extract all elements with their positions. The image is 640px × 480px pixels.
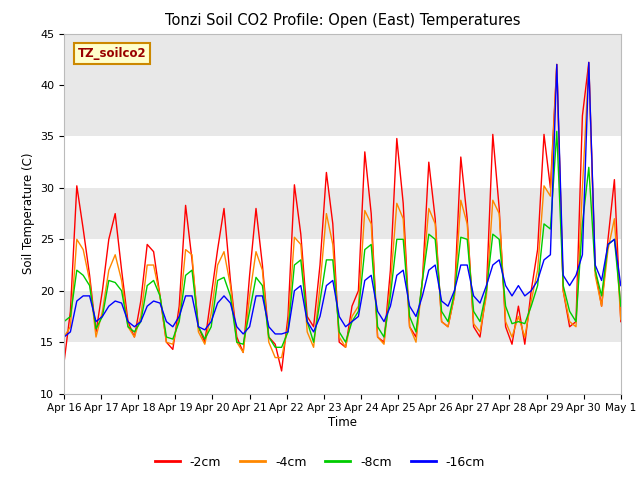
- Text: TZ_soilco2: TZ_soilco2: [78, 47, 147, 60]
- Bar: [64, 188, 621, 240]
- Bar: [64, 34, 621, 106]
- Legend: -2cm, -4cm, -8cm, -16cm: -2cm, -4cm, -8cm, -16cm: [150, 451, 490, 474]
- Y-axis label: Soil Temperature (C): Soil Temperature (C): [22, 153, 35, 275]
- Title: Tonzi Soil CO2 Profile: Open (East) Temperatures: Tonzi Soil CO2 Profile: Open (East) Temp…: [164, 13, 520, 28]
- Bar: [64, 85, 621, 136]
- Bar: [64, 291, 621, 342]
- X-axis label: Time: Time: [328, 416, 357, 429]
